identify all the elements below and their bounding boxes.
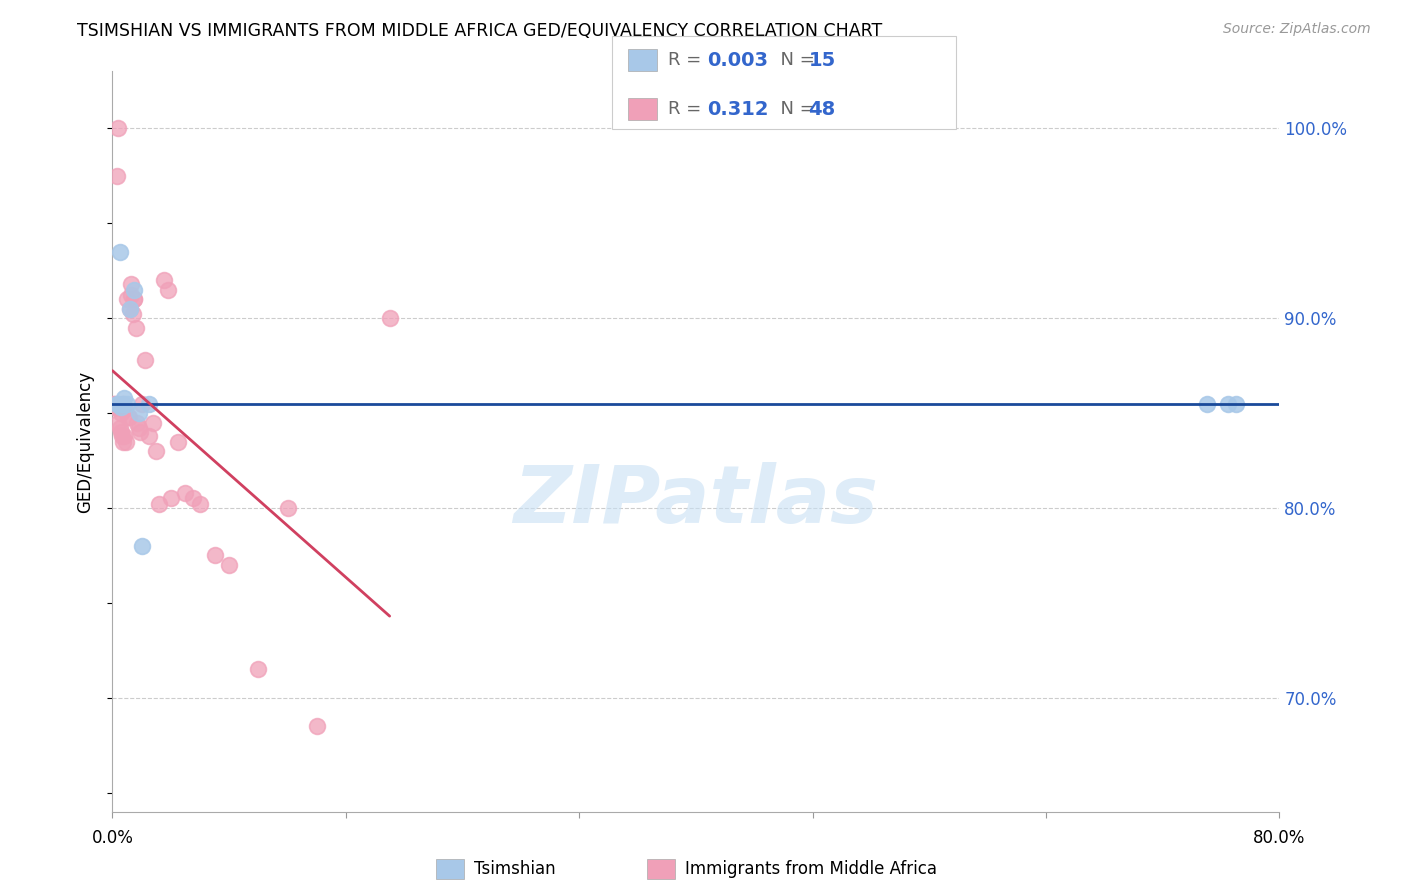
- Point: [112, 391, 135, 405]
- Point: [103, 396, 125, 410]
- Point: [128, 421, 150, 435]
- Point: [128, 406, 150, 420]
- Point: [277, 500, 299, 515]
- Point: [108, 244, 131, 259]
- Point: [138, 429, 160, 443]
- Text: Immigrants from Middle Africa: Immigrants from Middle Africa: [685, 860, 936, 878]
- Point: [111, 429, 134, 443]
- Point: [142, 416, 165, 430]
- Point: [1195, 396, 1218, 410]
- Text: 0.312: 0.312: [707, 100, 769, 119]
- Point: [129, 425, 152, 439]
- Point: [131, 539, 153, 553]
- Point: [378, 311, 401, 326]
- Point: [117, 409, 139, 424]
- Point: [174, 485, 197, 500]
- Point: [134, 352, 156, 367]
- Point: [122, 307, 145, 321]
- Point: [145, 444, 167, 458]
- Text: 0.003: 0.003: [707, 51, 768, 70]
- Point: [120, 288, 142, 302]
- Point: [124, 292, 146, 306]
- Point: [111, 396, 134, 410]
- Point: [107, 396, 129, 410]
- Point: [114, 402, 136, 417]
- Point: [114, 434, 136, 449]
- Point: [127, 416, 149, 430]
- Text: N =: N =: [769, 100, 821, 119]
- Point: [167, 434, 190, 449]
- Point: [305, 719, 328, 733]
- Point: [118, 301, 141, 316]
- Point: [122, 292, 145, 306]
- Text: 48: 48: [808, 100, 835, 119]
- Text: Source: ZipAtlas.com: Source: ZipAtlas.com: [1223, 22, 1371, 37]
- Point: [104, 396, 127, 410]
- Point: [156, 283, 179, 297]
- Point: [117, 409, 139, 424]
- Point: [1225, 396, 1247, 410]
- Point: [148, 497, 170, 511]
- Point: [1218, 396, 1240, 410]
- Point: [188, 497, 211, 511]
- Point: [111, 396, 134, 410]
- Point: [107, 121, 129, 136]
- Point: [204, 549, 226, 563]
- Point: [105, 396, 128, 410]
- Text: N =: N =: [769, 51, 821, 70]
- Point: [160, 491, 183, 506]
- Point: [131, 396, 153, 410]
- Text: Tsimshian: Tsimshian: [474, 860, 555, 878]
- Point: [247, 662, 270, 676]
- Point: [138, 396, 160, 410]
- Point: [218, 558, 240, 572]
- Point: [105, 401, 128, 415]
- Point: [108, 421, 131, 435]
- Text: R =: R =: [668, 100, 713, 119]
- Text: 80.0%: 80.0%: [1253, 829, 1306, 847]
- Point: [125, 320, 148, 334]
- Text: 15: 15: [808, 51, 835, 70]
- Point: [181, 491, 204, 506]
- Text: ZIPatlas: ZIPatlas: [513, 462, 879, 540]
- Y-axis label: GED/Equivalency: GED/Equivalency: [76, 370, 94, 513]
- Point: [124, 283, 146, 297]
- Text: TSIMSHIAN VS IMMIGRANTS FROM MIDDLE AFRICA GED/EQUIVALENCY CORRELATION CHART: TSIMSHIAN VS IMMIGRANTS FROM MIDDLE AFRI…: [77, 22, 883, 40]
- Point: [115, 396, 138, 410]
- Point: [104, 401, 127, 415]
- Point: [112, 434, 135, 449]
- Point: [118, 301, 141, 316]
- Point: [115, 292, 138, 306]
- Point: [110, 425, 132, 439]
- Text: R =: R =: [668, 51, 707, 70]
- Text: 0.0%: 0.0%: [91, 829, 134, 847]
- Point: [105, 169, 128, 183]
- Point: [110, 406, 132, 420]
- Point: [120, 277, 142, 291]
- Point: [110, 401, 132, 415]
- Point: [107, 416, 129, 430]
- Point: [152, 273, 174, 287]
- Point: [112, 429, 135, 443]
